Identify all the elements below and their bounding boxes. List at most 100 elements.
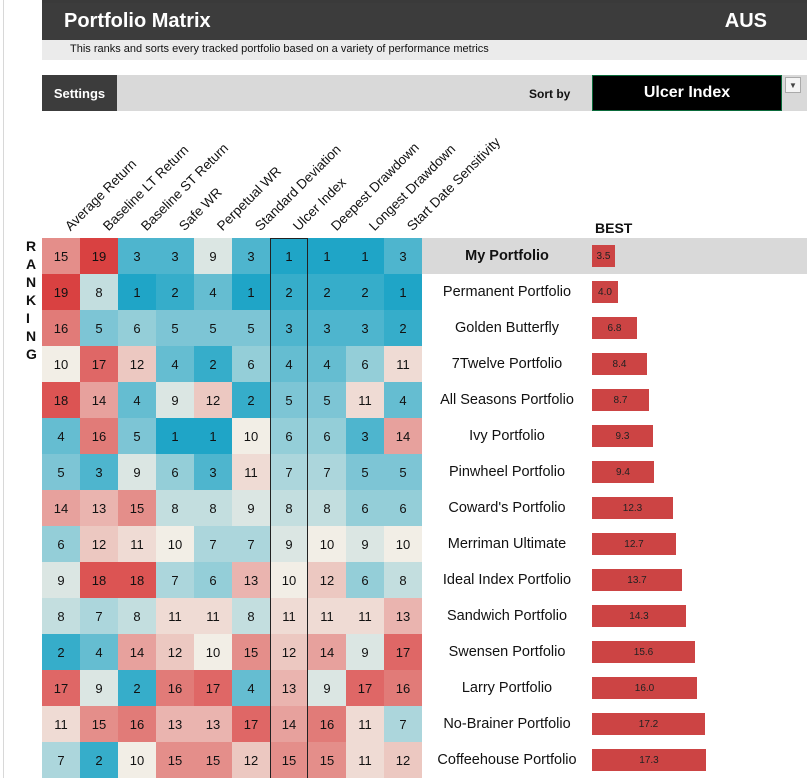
rank-cell: 14 — [270, 706, 308, 742]
rank-cell: 10 — [384, 526, 422, 562]
portfolio-name[interactable]: Coward's Portfolio — [448, 500, 566, 516]
rank-cell: 7 — [232, 526, 270, 562]
rank-cell: 11 — [42, 706, 80, 742]
rank-cell: 8 — [232, 598, 270, 634]
metric-bar: 17.2 — [592, 713, 705, 735]
portfolio-name[interactable]: All Seasons Portfolio — [440, 392, 574, 408]
rank-cell: 6 — [194, 562, 232, 598]
rank-cell: 16 — [384, 670, 422, 706]
controls-bar: Settings Sort by Ulcer Index ▼ — [42, 75, 807, 111]
rank-cell: 17 — [42, 670, 80, 706]
rank-cell: 4 — [384, 382, 422, 418]
ranking-letter: G — [26, 346, 37, 362]
rank-cell: 8 — [194, 490, 232, 526]
rank-cell: 8 — [270, 490, 308, 526]
rank-cell: 16 — [156, 670, 194, 706]
ranking-letter: N — [26, 274, 37, 290]
rank-cell: 7 — [384, 706, 422, 742]
sort-by-select[interactable]: Ulcer Index — [592, 75, 782, 111]
rank-cell: 10 — [308, 526, 346, 562]
rank-cell: 11 — [308, 598, 346, 634]
portfolio-name[interactable]: Larry Portfolio — [461, 680, 553, 696]
column-header: Perpetual WR — [214, 163, 285, 234]
rank-cell: 17 — [346, 670, 384, 706]
region-label: AUS — [724, 10, 767, 32]
rank-cell: 17 — [194, 670, 232, 706]
best-label: BEST — [595, 220, 633, 236]
rank-cell: 5 — [384, 454, 422, 490]
settings-button[interactable]: Settings — [42, 75, 117, 111]
portfolio-name[interactable]: Merriman Ultimate — [447, 536, 567, 552]
rank-cell: 14 — [118, 634, 156, 670]
rank-cell: 13 — [384, 598, 422, 634]
rank-cell: 15 — [308, 742, 346, 778]
rank-cell: 7 — [42, 742, 80, 778]
rank-cell: 17 — [80, 346, 118, 382]
ranking-letter: R — [26, 238, 37, 254]
ranking-letter: K — [26, 292, 37, 308]
rank-cell: 3 — [80, 454, 118, 490]
rank-cell: 5 — [346, 454, 384, 490]
rank-cell: 6 — [270, 418, 308, 454]
rank-cell: 3 — [346, 418, 384, 454]
rank-cell: 3 — [308, 310, 346, 346]
rank-cell: 16 — [308, 706, 346, 742]
rank-cell: 11 — [346, 706, 384, 742]
rank-cell: 15 — [118, 490, 156, 526]
portfolio-name[interactable]: Permanent Portfolio — [442, 284, 572, 300]
rank-cell: 1 — [384, 274, 422, 310]
metric-bar: 13.7 — [592, 569, 682, 591]
portfolio-name[interactable]: Ideal Index Portfolio — [442, 572, 572, 588]
rank-cell: 7 — [80, 598, 118, 634]
rank-cell: 17 — [384, 634, 422, 670]
rank-cell: 15 — [80, 706, 118, 742]
rank-cell: 16 — [80, 418, 118, 454]
rank-cell: 2 — [384, 310, 422, 346]
rank-cell: 19 — [80, 238, 118, 274]
rank-cell: 12 — [194, 382, 232, 418]
rank-cell: 1 — [194, 418, 232, 454]
rank-cell: 8 — [156, 490, 194, 526]
rank-cell: 3 — [232, 238, 270, 274]
portfolio-name[interactable]: Sandwich Portfolio — [446, 608, 568, 624]
row-highlight — [592, 238, 807, 274]
rank-cell: 1 — [308, 238, 346, 274]
rank-cell: 8 — [80, 274, 118, 310]
rank-cell: 5 — [156, 310, 194, 346]
rank-cell: 1 — [156, 418, 194, 454]
portfolio-name[interactable]: 7Twelve Portfolio — [451, 356, 563, 372]
rank-cell: 4 — [42, 418, 80, 454]
portfolio-name[interactable]: Ivy Portfolio — [469, 428, 545, 444]
rank-cell: 2 — [80, 742, 118, 778]
rank-cell: 9 — [232, 490, 270, 526]
rank-cell: 9 — [156, 382, 194, 418]
rank-cell: 5 — [118, 418, 156, 454]
rank-cell: 9 — [308, 670, 346, 706]
rank-cell: 11 — [270, 598, 308, 634]
portfolio-name[interactable]: My Portfolio — [422, 238, 592, 274]
rank-cell: 3 — [384, 238, 422, 274]
chevron-down-icon[interactable]: ▼ — [785, 77, 801, 93]
portfolio-name[interactable]: Coffeehouse Portfolio — [437, 752, 577, 768]
rank-cell: 6 — [232, 346, 270, 382]
rank-cell: 1 — [346, 238, 384, 274]
rank-cell: 5 — [80, 310, 118, 346]
rank-cell: 11 — [346, 742, 384, 778]
rank-cell: 12 — [384, 742, 422, 778]
portfolio-name[interactable]: Pinwheel Portfolio — [448, 464, 566, 480]
rank-cell: 7 — [156, 562, 194, 598]
portfolio-name[interactable]: Swensen Portfolio — [448, 644, 566, 660]
subtitle-bar: This ranks and sorts every tracked portf… — [42, 40, 807, 60]
rank-cell: 4 — [232, 670, 270, 706]
rank-cell: 4 — [156, 346, 194, 382]
rank-cell: 9 — [118, 454, 156, 490]
metric-bar: 3.5 — [592, 245, 615, 267]
portfolio-name[interactable]: No-Brainer Portfolio — [443, 716, 571, 732]
rank-cell: 6 — [384, 490, 422, 526]
rank-cell: 12 — [232, 742, 270, 778]
rank-cell: 11 — [232, 454, 270, 490]
rank-cell: 9 — [270, 526, 308, 562]
portfolio-name[interactable]: Golden Butterfly — [455, 320, 559, 336]
rank-cell: 6 — [42, 526, 80, 562]
ranking-letter: I — [26, 310, 30, 326]
